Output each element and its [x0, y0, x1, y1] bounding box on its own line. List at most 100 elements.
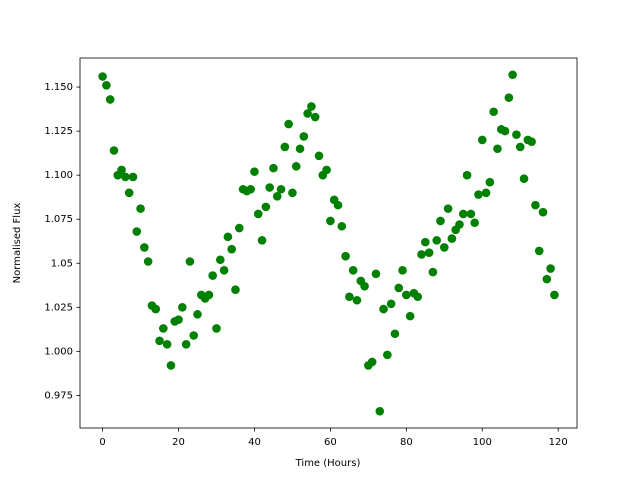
point	[443, 204, 453, 213]
x-tick-label: 100	[473, 437, 492, 448]
point	[348, 266, 358, 275]
point	[181, 340, 191, 349]
point	[436, 216, 445, 226]
point	[515, 142, 525, 152]
point	[231, 285, 240, 294]
point	[379, 304, 388, 314]
point	[489, 107, 498, 117]
point	[481, 188, 491, 198]
point	[519, 174, 529, 183]
point	[375, 406, 385, 416]
point	[288, 188, 297, 198]
point	[326, 216, 335, 226]
point	[432, 236, 442, 245]
point	[261, 202, 271, 212]
point	[124, 188, 134, 198]
point	[204, 290, 214, 300]
y-tick-label: 1.025	[44, 302, 73, 313]
point	[219, 266, 229, 275]
point	[280, 142, 290, 152]
x-axis-label: Time (Hours)	[295, 458, 361, 469]
point	[493, 144, 502, 154]
point	[405, 311, 415, 321]
point	[162, 340, 172, 349]
point	[132, 227, 142, 236]
point	[212, 324, 221, 333]
point	[299, 132, 309, 141]
y-tick-label: 1.150	[44, 82, 73, 93]
point	[402, 290, 411, 300]
point	[250, 167, 259, 176]
point	[193, 310, 202, 319]
point	[367, 357, 377, 367]
point	[246, 184, 255, 194]
point	[136, 204, 145, 213]
point	[428, 267, 438, 277]
point	[424, 248, 434, 257]
y-tick-label: 1.125	[44, 126, 73, 137]
point	[159, 324, 168, 333]
point	[542, 274, 552, 284]
y-tick-label: 1.05	[51, 258, 73, 269]
point	[140, 243, 149, 252]
point	[352, 295, 362, 305]
point	[477, 135, 487, 145]
x-tick-label: 120	[549, 437, 568, 448]
point	[534, 246, 544, 256]
point	[485, 177, 495, 187]
x-tick-label: 20	[172, 437, 185, 448]
point	[360, 281, 369, 291]
x-tick-label: 40	[248, 437, 261, 448]
point	[333, 200, 343, 210]
point	[345, 292, 354, 302]
y-tick-label: 1.075	[44, 214, 73, 225]
point	[500, 126, 510, 136]
point	[337, 221, 347, 231]
point	[208, 271, 217, 280]
point	[310, 112, 320, 122]
point	[462, 170, 472, 180]
point	[386, 299, 396, 309]
point	[307, 102, 316, 111]
point	[98, 72, 107, 81]
y-tick-label: 0.975	[44, 390, 73, 401]
point	[394, 283, 404, 293]
point	[189, 331, 199, 340]
point	[322, 165, 331, 175]
point	[390, 329, 400, 339]
x-tick-label: 80	[400, 437, 413, 448]
point	[215, 255, 225, 265]
point	[417, 250, 426, 259]
point	[512, 130, 521, 139]
point	[121, 172, 130, 182]
point	[234, 223, 244, 233]
point	[276, 184, 286, 194]
point	[383, 350, 392, 360]
point	[398, 266, 407, 275]
point	[550, 290, 559, 300]
point	[185, 257, 195, 266]
point	[117, 165, 126, 175]
point	[105, 95, 115, 104]
point	[257, 236, 267, 245]
point	[291, 162, 301, 171]
point	[466, 209, 476, 219]
point	[174, 315, 183, 324]
point	[178, 303, 187, 312]
point	[143, 257, 153, 266]
point	[546, 264, 555, 273]
point	[166, 361, 176, 370]
point	[440, 243, 449, 252]
point	[413, 292, 423, 302]
point	[458, 209, 468, 219]
point	[223, 232, 233, 242]
point	[284, 119, 293, 129]
point	[272, 192, 282, 201]
point	[314, 151, 324, 161]
point	[128, 172, 138, 182]
y-tick-label: 1.000	[44, 346, 73, 357]
point	[269, 163, 278, 173]
